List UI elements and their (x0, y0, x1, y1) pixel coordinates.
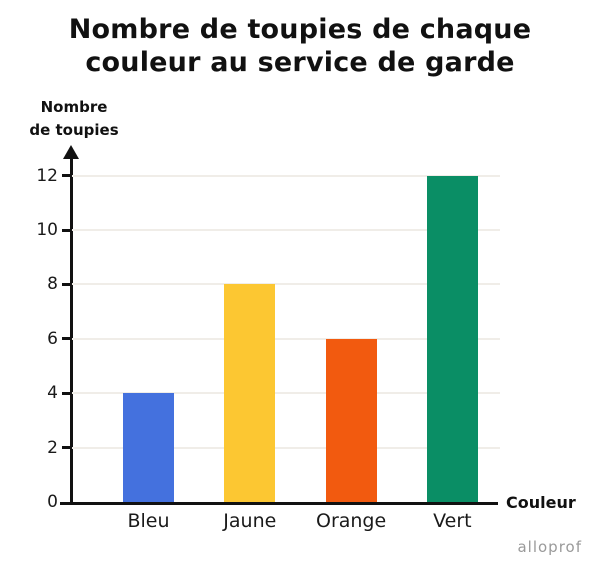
y-tick-label: 0 (47, 492, 58, 512)
category-label: Orange (315, 510, 387, 532)
y-tick (62, 174, 72, 178)
y-tick-label: 10 (36, 220, 58, 240)
y-axis-title: Nombre de toupies (29, 98, 119, 139)
y-tick (62, 282, 72, 286)
category-label: Vert (433, 510, 472, 532)
x-axis-line (60, 502, 498, 505)
x-axis-title: Couleur (506, 493, 576, 512)
category-label: Bleu (127, 510, 170, 532)
y-axis-line (70, 157, 73, 505)
y-tick-label: 8 (47, 274, 58, 295)
y-tick (62, 391, 72, 395)
bar-jaune (224, 284, 276, 502)
gridline (72, 337, 500, 340)
gridline (72, 174, 500, 177)
gridline (72, 446, 500, 449)
bar-bleu (123, 393, 174, 502)
y-tick-label: 6 (47, 328, 58, 349)
y-tick (62, 228, 72, 232)
category-label: Jaune (223, 510, 277, 532)
y-tick (62, 337, 72, 341)
bar-vert (426, 175, 478, 502)
y-tick-label: 4 (47, 383, 58, 404)
gridline (72, 392, 500, 395)
y-axis-arrow-icon (63, 145, 79, 159)
gridline (72, 283, 500, 286)
y-tick-label: 2 (47, 437, 58, 458)
alloprof-logo: alloprof (517, 538, 582, 556)
gridline (72, 229, 500, 231)
y-tick-label: 12 (36, 165, 58, 186)
y-tick (62, 446, 72, 450)
bar-orange (325, 338, 377, 502)
chart-title: Nombre de toupies de chaque couleur au s… (68, 14, 532, 78)
